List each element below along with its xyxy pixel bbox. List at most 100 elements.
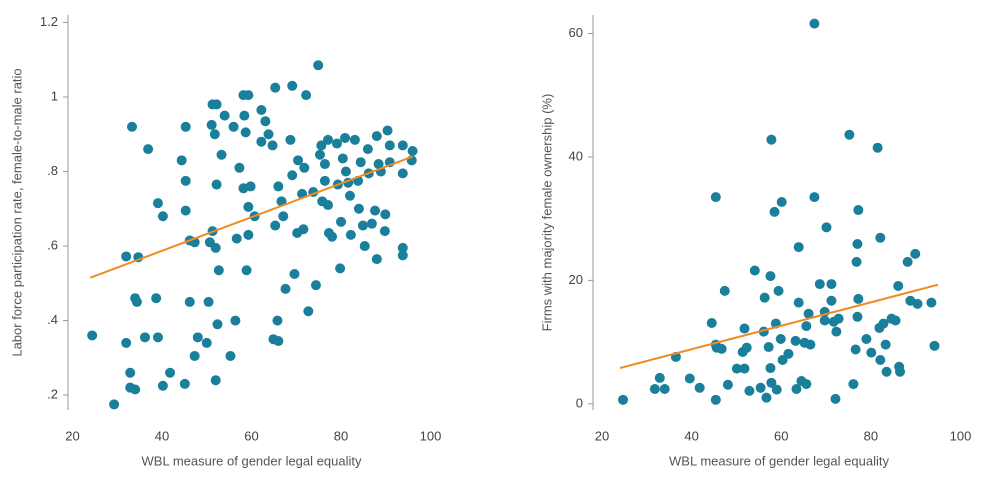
point (340, 166, 351, 177)
point (239, 110, 250, 121)
point (371, 254, 382, 265)
point (793, 297, 804, 308)
point (316, 140, 327, 151)
point (790, 335, 801, 346)
x-tick-label: 20 (595, 428, 609, 443)
point (851, 256, 862, 267)
point (260, 116, 271, 127)
x-tick-label: 40 (684, 428, 698, 443)
point (370, 205, 381, 216)
point (234, 162, 245, 173)
point (382, 125, 393, 136)
point (209, 129, 220, 140)
point (293, 155, 304, 166)
point (872, 142, 883, 153)
point (371, 131, 382, 142)
point (654, 372, 665, 383)
point (337, 153, 348, 164)
point (219, 110, 230, 121)
point (880, 339, 891, 350)
point (801, 379, 812, 390)
x-tick-label: 100 (420, 428, 442, 443)
point (878, 318, 889, 329)
point (739, 363, 750, 374)
point (323, 134, 334, 145)
point (801, 321, 812, 332)
y-tick-label: 20 (569, 272, 583, 287)
x-tick-label: 100 (950, 428, 972, 443)
point (176, 155, 187, 166)
point (157, 211, 168, 222)
point (287, 80, 298, 91)
point (189, 350, 200, 361)
point (830, 393, 841, 404)
point (710, 192, 721, 203)
y-axis-title: Firms with majority female ownership (%) (539, 94, 554, 332)
point (230, 315, 241, 326)
point (850, 344, 861, 355)
point (759, 292, 770, 303)
point (211, 99, 222, 110)
point (109, 399, 120, 410)
point (152, 332, 163, 343)
point (310, 280, 321, 291)
point (319, 175, 330, 186)
trend-line (90, 155, 413, 279)
point (345, 229, 356, 240)
point (775, 334, 786, 345)
point (211, 179, 222, 190)
point (143, 144, 154, 155)
point (87, 330, 98, 341)
point (895, 366, 906, 377)
point (314, 149, 325, 160)
point (833, 313, 844, 324)
point (267, 140, 278, 151)
point (910, 248, 921, 259)
point (380, 209, 391, 220)
point (273, 181, 284, 192)
point (298, 224, 309, 235)
point (710, 394, 721, 405)
point (131, 296, 142, 307)
point (875, 232, 886, 243)
y-tick-label: 40 (569, 148, 583, 163)
point (180, 121, 191, 132)
point (763, 342, 774, 353)
point (179, 378, 190, 389)
point (280, 283, 291, 294)
point (826, 295, 837, 306)
point (301, 90, 312, 101)
point (344, 190, 355, 201)
point (157, 380, 168, 391)
point (355, 157, 366, 168)
point (256, 136, 267, 147)
y-tick-label: 60 (569, 25, 583, 40)
point (213, 265, 224, 276)
point (256, 105, 267, 116)
point (649, 384, 660, 395)
point (890, 315, 901, 326)
point (793, 242, 804, 253)
point (814, 279, 825, 290)
point (659, 384, 670, 395)
point (323, 200, 334, 211)
point (263, 129, 274, 140)
point (397, 140, 408, 151)
y-tick-label: .6 (47, 237, 58, 252)
point (125, 367, 136, 378)
point (366, 218, 377, 229)
point (749, 265, 760, 276)
point (287, 170, 298, 181)
point (384, 140, 395, 151)
point (270, 82, 281, 93)
point (771, 384, 782, 395)
point (929, 340, 940, 351)
point (121, 337, 132, 348)
point (848, 379, 859, 390)
point (313, 60, 324, 71)
point (912, 298, 923, 309)
point (765, 271, 776, 282)
point (273, 336, 284, 347)
point (805, 339, 816, 350)
point (130, 384, 141, 395)
